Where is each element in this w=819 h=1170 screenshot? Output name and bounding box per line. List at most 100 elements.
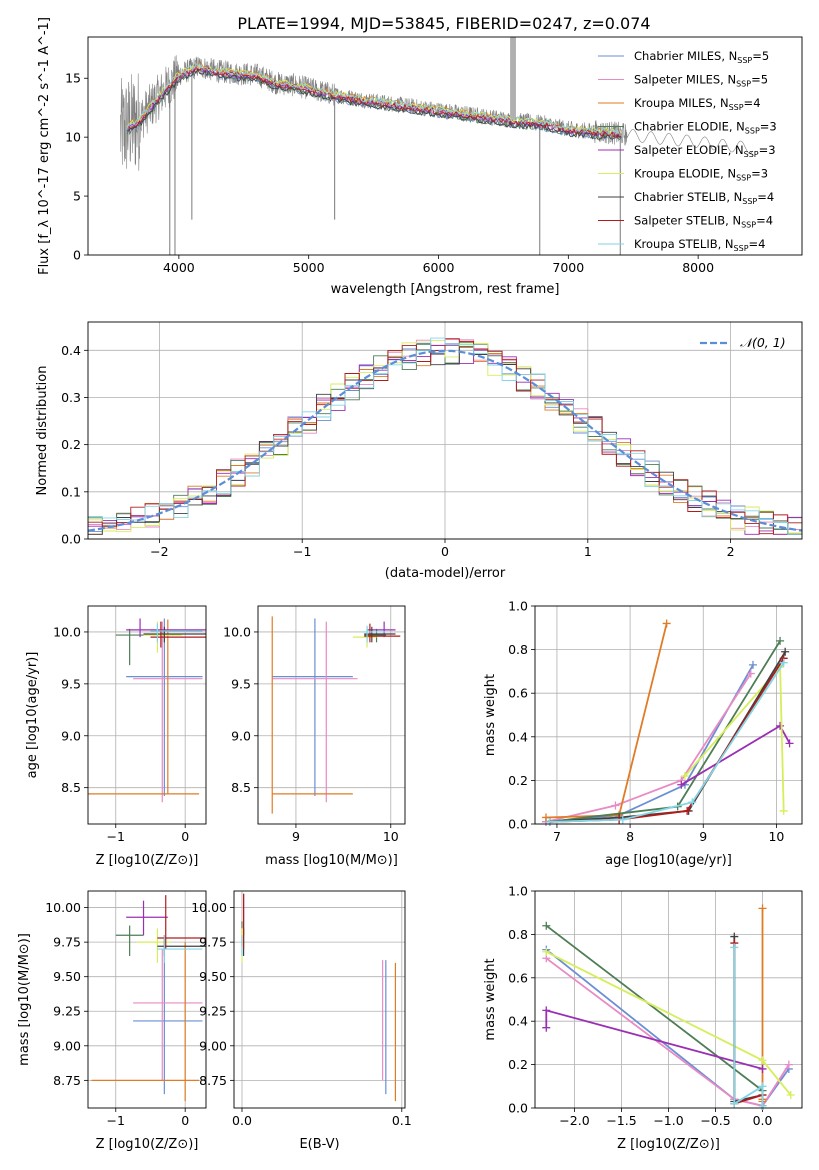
errorbar-salp_miles <box>133 949 203 1081</box>
legend-nssp-value: 4 <box>766 214 773 228</box>
legend-nssp-sub: SSP <box>734 244 749 253</box>
legend-nssp-prefix: , N <box>718 237 734 251</box>
axes-frame <box>87 321 803 540</box>
series-marker-krou_stelib <box>545 817 554 826</box>
errorbar-chab_miles <box>133 949 203 1095</box>
series-line-chab_elodie <box>545 924 764 1106</box>
series-marker-krou_stelib <box>730 943 739 952</box>
series-marker-salp_elodie <box>785 739 794 748</box>
y-tick-label: 9.75 <box>53 935 81 950</box>
axes-frame <box>87 605 207 825</box>
errorbar-chab_miles <box>126 618 203 796</box>
y-tick-label: 1.0 <box>508 884 528 899</box>
errorbar-krou_stelib <box>362 625 387 643</box>
legend-label-salp_elodie: Salpeter ELODIE, NSSP=3 <box>634 143 776 159</box>
y-tick-label: 10 <box>65 130 81 145</box>
series-marker-salp_elodie <box>542 1006 551 1015</box>
series-marker-krou_stelib <box>730 1099 739 1108</box>
weight_vs_age-axes: 7 8 9 10 0.0 0.2 0.4 0.6 0.8 1.0 age [log10(age/yr… <box>483 599 803 868</box>
y-tick-label: 0.1 <box>61 484 81 499</box>
series-marker-salp_elodie <box>677 780 686 789</box>
y-tick-label: 0.6 <box>508 970 528 985</box>
series-marker-krou_stelib <box>688 798 697 807</box>
y-tick-label: 0 <box>73 248 81 263</box>
series-marker-chab_miles <box>748 660 757 669</box>
y-tick-label: 8.75 <box>199 1073 227 1088</box>
legend-nssp-eq: = <box>751 167 761 181</box>
errorbar-chab_elodie <box>115 925 144 956</box>
legend-nssp-prefix: , N <box>721 49 737 63</box>
series-marker-chab_stelib <box>781 647 790 656</box>
x-tick-label: −0.5 <box>700 1113 730 1128</box>
legend-nssp-value: 5 <box>762 49 769 63</box>
y-tick-label: 9.50 <box>199 969 227 984</box>
legend-name: Chabrier STELIB <box>634 190 726 204</box>
x-axis-label: mass [log10(M/M⊙)] <box>265 853 398 868</box>
series-marker-krou_stelib <box>758 1101 767 1110</box>
legend-name: Kroupa MILES <box>634 96 713 110</box>
errorbar-krou_stelib <box>150 623 203 643</box>
legend-nssp-prefix: , N <box>729 120 745 134</box>
series-marker-salp_miles <box>611 801 620 810</box>
legend-nssp-value: 4 <box>758 237 765 251</box>
y-tick-label: 0.2 <box>508 773 528 788</box>
legend-nssp-eq: = <box>757 190 767 204</box>
errorbar-krou_miles <box>88 619 200 795</box>
series-marker-salp_elodie <box>758 1064 767 1073</box>
legend-nssp-value: 3 <box>768 143 775 157</box>
y-tick-label: 9.25 <box>199 1004 227 1019</box>
x-axis-label: (data-model)/error <box>385 566 506 581</box>
legend-nssp-value: 3 <box>761 167 768 181</box>
errorbar-salp_elodie <box>126 900 168 936</box>
errorbar-salp_stelib <box>157 895 206 950</box>
mass_vs_Z-axes: −1 0 8.75 9.00 9.25 9.50 9.75 10.00 Z [log10(Z/Z… <box>17 890 207 1152</box>
legend-nssp-prefix: , N <box>725 214 741 228</box>
y-tick-label: 0.4 <box>508 729 528 744</box>
legend: 𝒩(0, 1) <box>700 335 786 350</box>
y-axis-label: mass weight <box>483 674 498 756</box>
x-tick-label: 10 <box>768 829 784 844</box>
series-marker-krou_elodie <box>786 1090 795 1099</box>
legend-label-krou_miles: Kroupa MILES, NSSP=4 <box>634 96 761 112</box>
residuals-axes: −2 −1 0 1 2 0.0 0.1 0.2 0.3 0.4 (data-model)/error… <box>35 321 803 581</box>
x-axis-label: E(B-V) <box>299 1137 339 1152</box>
x-tick-label: −2.0 <box>559 1113 589 1128</box>
legend-nssp-sub: SSP <box>744 150 759 159</box>
histogram-krou_stelib <box>88 337 802 535</box>
y-tick-label: 9.0 <box>61 728 81 743</box>
y-tick-label: 0.8 <box>508 642 528 657</box>
x-tick-label: −1.5 <box>606 1113 636 1128</box>
spectrum-model-salp_stelib <box>126 67 622 139</box>
age_vs_Z-axes: −1 0 8.5 9.0 9.5 10.0 Z [log10(Z/Z⊙)] age [log1… <box>25 605 207 868</box>
x-tick-label: −1 <box>107 829 125 844</box>
weight_vs_Z-axes: −2.0 −1.5 −1.0 −0.5 0.0 0.0 0.2 0.4 0.6 0.8 1.0 Z [… <box>483 884 803 1152</box>
legend-nssp-sub: SSP <box>736 174 751 183</box>
legend-nssp-value: 4 <box>753 96 760 110</box>
legend-nssp-prefix: , N <box>720 167 736 181</box>
legend-nssp-eq: = <box>749 237 759 251</box>
y-tick-label: 0.8 <box>508 927 528 942</box>
series-marker-chab_elodie <box>776 636 785 645</box>
y-tick-label: 0.3 <box>61 390 81 405</box>
y-tick-label: 9.0 <box>231 728 251 743</box>
series-marker-krou_stelib <box>618 815 627 824</box>
y-tick-label: 0.4 <box>61 343 81 358</box>
x-tick-label: 6000 <box>423 260 455 275</box>
x-axis-label: Z [log10(Z/Z⊙)] <box>96 1137 199 1152</box>
errorbar-chab_stelib <box>143 626 206 643</box>
legend-nssp-eq: = <box>756 214 766 228</box>
x-tick-label: −1.0 <box>653 1113 683 1128</box>
x-tick-label: 9 <box>699 829 707 844</box>
x-tick-label: 0 <box>181 829 189 844</box>
y-axis-label: mass weight <box>483 958 498 1040</box>
series-line-chab_miles <box>545 664 754 823</box>
legend-label-krou_elodie: Kroupa ELODIE, NSSP=3 <box>634 167 768 183</box>
y-tick-label: 0.4 <box>508 1014 528 1029</box>
legend-name: Chabrier ELODIE <box>634 120 729 134</box>
legend-name: Salpeter MILES <box>634 73 720 87</box>
y-tick-label: 0.0 <box>508 817 528 832</box>
legend-nssp-sub: SSP <box>737 56 752 65</box>
y-tick-label: 8.5 <box>231 780 251 795</box>
y-tick-label: 9.00 <box>53 1038 81 1053</box>
